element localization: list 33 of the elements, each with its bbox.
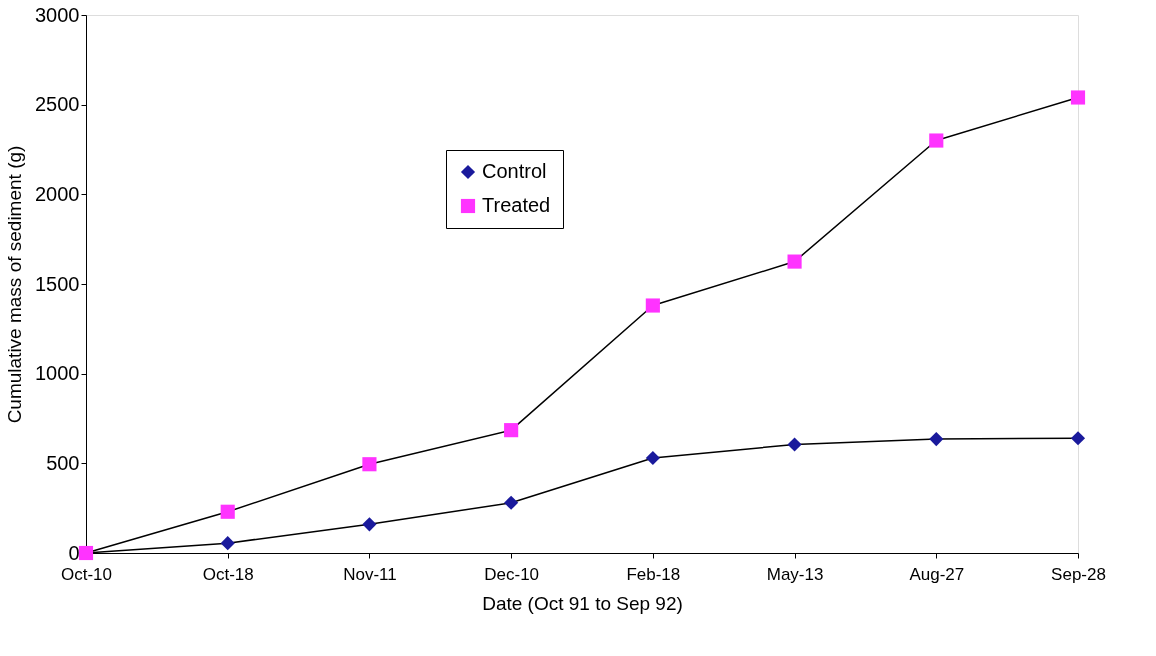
y-tick-label: 2500 <box>35 93 80 116</box>
point <box>929 432 944 447</box>
y-tick-label: 1500 <box>35 272 80 295</box>
point <box>645 450 660 466</box>
point <box>504 423 519 438</box>
y-axis-title: Cumulative mass of sediment (g) <box>4 145 26 424</box>
x-tick-label: Dec-10 <box>484 564 540 584</box>
x-tick-label: Oct-18 <box>202 564 254 584</box>
x-tick-label: Oct-10 <box>60 564 113 584</box>
legend-label: Treated <box>482 194 551 216</box>
point <box>1070 431 1086 446</box>
point <box>504 495 519 510</box>
legend-label: Control <box>482 160 547 182</box>
point <box>787 437 802 452</box>
y-tick-label: 1000 <box>35 362 80 385</box>
point <box>362 457 377 472</box>
point <box>1070 90 1086 105</box>
x-tick-label: Nov-11 <box>343 564 397 584</box>
point <box>362 517 377 532</box>
x-axis-title: Date (Oct 91 to Sep 92) <box>482 592 683 614</box>
x-tick-label: Feb-18 <box>626 564 681 584</box>
point <box>787 254 802 269</box>
point <box>645 298 660 313</box>
x-tick-label: Sep-28 <box>1051 564 1106 584</box>
point <box>220 504 235 519</box>
y-tick-label: 2000 <box>35 182 80 205</box>
x-tick-label: Aug-27 <box>909 564 965 584</box>
y-tick-label: 500 <box>46 451 80 474</box>
x-tick-label: May-13 <box>766 564 824 584</box>
y-tick-label: 0 <box>68 541 80 564</box>
point <box>929 133 944 148</box>
point <box>220 536 235 551</box>
y-tick-label: 3000 <box>35 3 80 26</box>
